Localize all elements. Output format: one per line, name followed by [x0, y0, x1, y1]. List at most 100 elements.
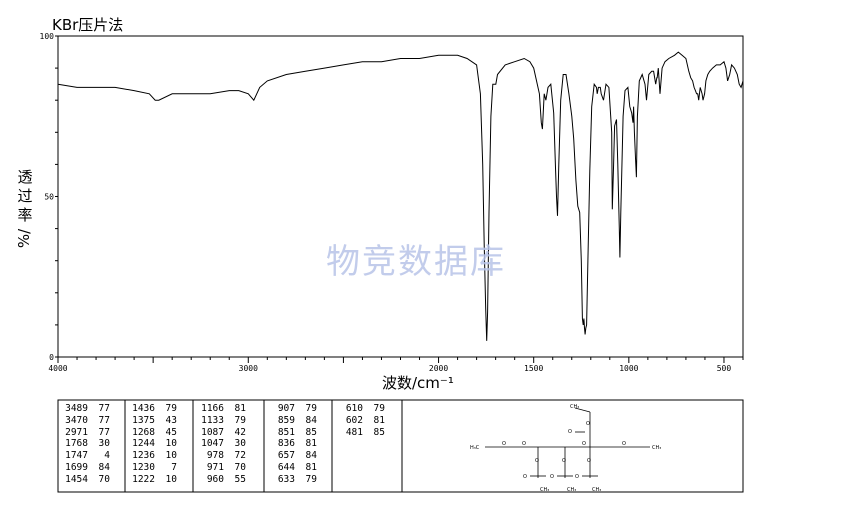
peak-row: 610 79: [335, 403, 385, 415]
y-tick-label: 0: [49, 353, 54, 362]
peak-wavenumber: 1699: [65, 461, 88, 473]
peak-row: 1230 7: [127, 462, 177, 474]
peak-row: 1133 79: [196, 415, 246, 427]
peak-row: 1699 84: [60, 462, 110, 474]
atom-label: O: [582, 441, 586, 447]
x-tick-label: 1500: [524, 364, 543, 373]
peak-row: 644 81: [267, 462, 317, 474]
chart-title: KBr压片法: [52, 16, 124, 34]
peak-row: 481 85: [335, 427, 385, 439]
peak-transmittance: 81: [234, 403, 246, 414]
peak-row: 1436 79: [127, 403, 177, 415]
peak-wavenumber: 960: [206, 473, 224, 485]
peak-wavenumber: 851: [277, 426, 295, 438]
atom-label: O: [522, 441, 526, 447]
x-tick-label: 500: [717, 364, 732, 373]
peak-wavenumber: 859: [277, 414, 295, 426]
peak-row: 960 55: [196, 474, 246, 486]
y-tick-label: 100: [40, 32, 55, 41]
atom-label: O: [568, 429, 572, 435]
atom-label: O: [535, 458, 539, 464]
peak-row: 1747 4: [60, 450, 110, 462]
x-tick-label: 2000: [429, 364, 448, 373]
peak-wavenumber: 610: [345, 403, 363, 414]
spectrum-plot-area: 4000 3000 2000 1500 1000 500 0 50 100: [40, 32, 744, 373]
peak-wavenumber: 1047: [201, 438, 224, 450]
peak-wavenumber: 657: [277, 450, 295, 462]
peak-transmittance: 70: [234, 461, 246, 473]
peak-row: 859 84: [267, 415, 317, 427]
peak-transmittance: 72: [234, 450, 246, 462]
atom-label: O: [586, 421, 590, 427]
peak-wavenumber: 1133: [201, 414, 224, 426]
atom-label: O: [562, 458, 566, 464]
atom-label: CH₃: [592, 487, 601, 493]
peak-transmittance: 81: [305, 461, 317, 473]
peak-transmittance: 85: [373, 426, 385, 438]
peak-transmittance: 79: [165, 403, 177, 414]
peak-transmittance: 10: [165, 438, 177, 450]
peak-row: 657 84: [267, 450, 317, 462]
x-tick-label: 3000: [239, 364, 258, 373]
y-axis-label-char: 率: [17, 206, 33, 224]
peak-column: 1166 81 1133 79 1087 42 1047 30 978 72 971 70 960 55: [196, 403, 246, 486]
peak-wavenumber: 1166: [201, 403, 224, 414]
atom-label: CH₃: [652, 445, 661, 451]
peak-transmittance: 79: [305, 403, 317, 414]
atom-label: O: [550, 474, 554, 480]
peak-row: 978 72: [196, 450, 246, 462]
table-border: [57, 399, 744, 493]
peak-wavenumber: 1222: [132, 473, 155, 485]
x-tick-label: 1000: [619, 364, 638, 373]
peak-row: 971 70: [196, 462, 246, 474]
peak-transmittance: 30: [234, 438, 246, 450]
peak-transmittance: 43: [165, 414, 177, 426]
peak-transmittance: 70: [98, 473, 110, 485]
peak-wavenumber: 836: [277, 438, 295, 450]
y-axis-label-char: 透: [17, 168, 33, 186]
peak-transmittance: 10: [165, 450, 177, 462]
peak-wavenumber: 3489: [65, 403, 88, 414]
peak-wavenumber: 1230: [132, 461, 155, 473]
peak-column: 3489 77 3470 77 2971 77 1768 30 1747 4 1699 84 1454 7…: [60, 403, 110, 486]
peak-row: 1087 42: [196, 427, 246, 439]
atom-label: H₃C: [470, 445, 480, 451]
peak-wavenumber: 3470: [65, 414, 88, 426]
peak-row: 1244 10: [127, 438, 177, 450]
peak-transmittance: 79: [373, 403, 385, 414]
x-tick-label: 4000: [48, 364, 67, 373]
peak-row: 851 85: [267, 427, 317, 439]
peak-transmittance: 4: [104, 450, 110, 462]
peak-transmittance: 79: [234, 414, 246, 426]
peak-transmittance: 10: [165, 473, 177, 485]
peak-transmittance: 81: [305, 438, 317, 450]
peak-column: 610 79 602 81 481 85: [335, 403, 385, 438]
peak-wavenumber: 1244: [132, 438, 155, 450]
peak-wavenumber: 1375: [132, 414, 155, 426]
y-axis-label: 透 过 率 %/: [14, 168, 36, 248]
y-tick-label: 50: [44, 193, 54, 202]
peak-transmittance: 77: [98, 414, 110, 426]
peak-table-frame: [57, 399, 744, 493]
peak-row: 3489 77: [60, 403, 110, 415]
peak-wavenumber: 907: [277, 403, 295, 414]
bond: [574, 407, 591, 413]
peak-row: 602 81: [335, 415, 385, 427]
atom-label: O: [502, 441, 506, 447]
peak-row: 3470 77: [60, 415, 110, 427]
peak-row: 1166 81: [196, 403, 246, 415]
peak-transmittance: 84: [305, 450, 317, 462]
peak-column: 1436 79 1375 43 1268 45 1244 10 1236 10 1230 7 1222 1…: [127, 403, 177, 486]
atom-label: CH₃: [540, 487, 549, 493]
y-axis-label-char: 过: [17, 187, 33, 205]
peak-row: 633 79: [267, 474, 317, 486]
atom-label: O: [622, 441, 626, 447]
x-axis-label: 波数/cm⁻¹: [382, 374, 454, 392]
peak-wavenumber: 1747: [65, 450, 88, 462]
peak-row: 1268 45: [127, 427, 177, 439]
peak-row: 1454 70: [60, 474, 110, 486]
peak-transmittance: 45: [165, 426, 177, 438]
atom-label: CH₃: [567, 487, 576, 493]
peak-wavenumber: 602: [345, 414, 363, 426]
